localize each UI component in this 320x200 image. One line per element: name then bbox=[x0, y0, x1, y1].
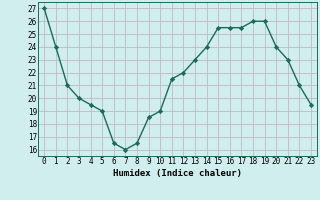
X-axis label: Humidex (Indice chaleur): Humidex (Indice chaleur) bbox=[113, 169, 242, 178]
